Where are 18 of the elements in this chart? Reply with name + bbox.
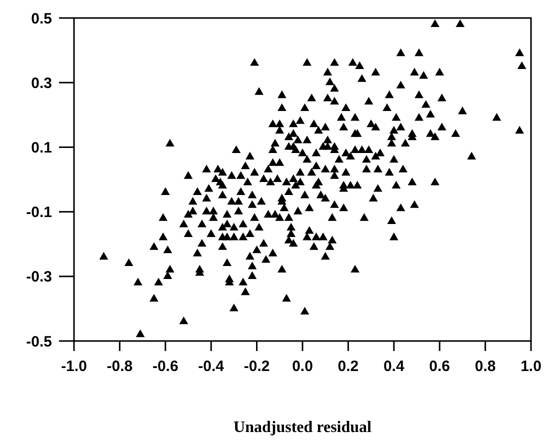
x-tick-label: 0.2 [338,358,359,375]
x-tick-label: 0.4 [383,358,405,375]
y-tick-label: 0.3 [31,74,52,92]
y-tick-label: -0.3 [26,268,52,286]
y-tick-label: 0.5 [31,10,52,28]
x-axis-title: Unadjusted residual [234,419,372,436]
x-tick-label: -1.0 [61,358,87,375]
x-tick-label: -0.6 [152,358,178,375]
x-tick-label: -0.8 [106,358,133,375]
y-tick-label: -0.5 [26,333,52,350]
y-tick-label: -0.1 [26,204,52,222]
y-tick-label: 0.1 [31,139,52,156]
x-tick-label: 0.8 [474,358,496,375]
x-tick-label: 0.0 [292,358,313,375]
x-tick-label: -0.4 [198,358,225,375]
x-tick-label: -0.2 [244,358,270,375]
x-tick-label: 0.6 [429,358,450,375]
x-tick-label: 1.0 [520,358,542,375]
